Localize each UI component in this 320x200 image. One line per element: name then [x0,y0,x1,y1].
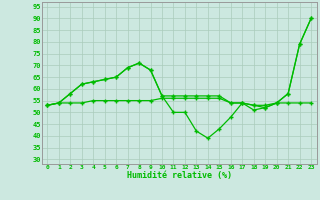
X-axis label: Humidité relative (%): Humidité relative (%) [127,171,232,180]
